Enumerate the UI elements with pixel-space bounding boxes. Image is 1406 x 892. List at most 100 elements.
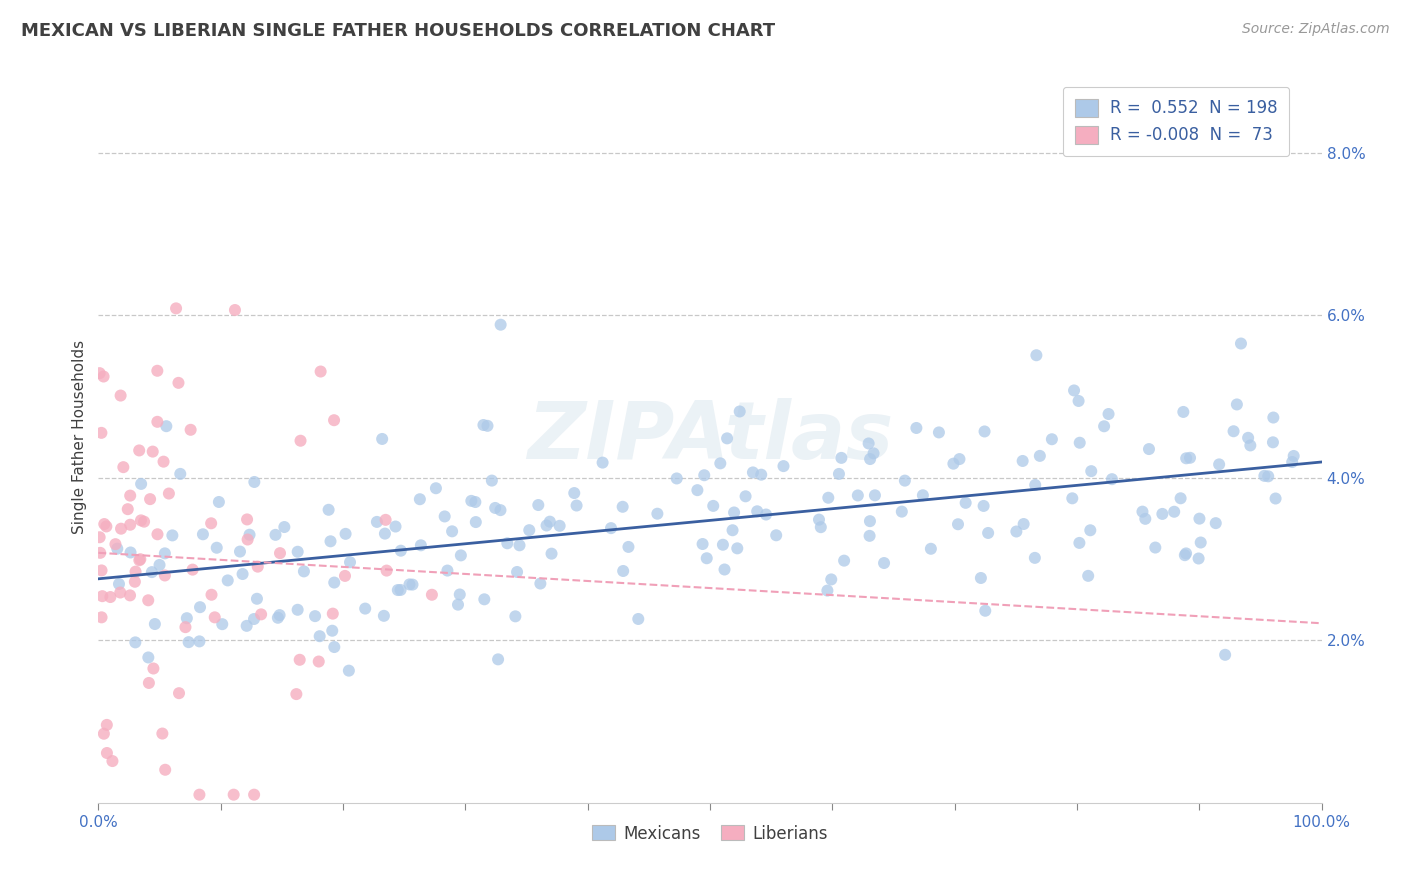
Point — [486, 652, 509, 666]
Point — [337, 664, 360, 678]
Point — [1077, 569, 1099, 583]
Point — [859, 514, 882, 528]
Point — [820, 573, 842, 587]
Point — [169, 467, 191, 481]
Point — [920, 541, 942, 556]
Point — [859, 452, 882, 467]
Point — [1205, 516, 1227, 530]
Point — [481, 474, 503, 488]
Point — [1092, 419, 1115, 434]
Point — [464, 495, 486, 509]
Point — [200, 516, 222, 531]
Point — [143, 617, 166, 632]
Point — [807, 513, 830, 527]
Point — [711, 538, 734, 552]
Point — [1132, 505, 1154, 519]
Point — [1226, 397, 1249, 411]
Point — [928, 425, 950, 440]
Legend: Mexicans, Liberians: Mexicans, Liberians — [585, 818, 835, 849]
Point — [167, 376, 190, 390]
Point — [323, 575, 346, 590]
Point — [120, 517, 142, 532]
Point — [290, 434, 312, 448]
Point — [89, 530, 111, 544]
Point — [617, 540, 640, 554]
Point — [167, 686, 190, 700]
Point — [612, 564, 634, 578]
Point — [110, 522, 132, 536]
Point — [177, 635, 200, 649]
Point — [157, 486, 180, 500]
Point — [176, 611, 198, 625]
Point — [308, 655, 330, 669]
Point — [1152, 507, 1174, 521]
Point — [858, 529, 880, 543]
Point — [373, 608, 395, 623]
Point — [1163, 505, 1185, 519]
Point — [243, 788, 266, 802]
Point — [477, 418, 499, 433]
Point — [450, 549, 472, 563]
Point — [716, 431, 738, 445]
Point — [98, 590, 121, 604]
Point — [128, 553, 150, 567]
Point — [142, 444, 165, 458]
Text: ZIPAtlas: ZIPAtlas — [527, 398, 893, 476]
Point — [191, 527, 214, 541]
Point — [460, 494, 482, 508]
Point — [592, 456, 614, 470]
Point — [1208, 458, 1230, 472]
Point — [863, 488, 886, 502]
Point — [955, 496, 977, 510]
Point — [146, 415, 169, 429]
Y-axis label: Single Father Households: Single Father Households — [72, 340, 87, 534]
Point — [93, 369, 115, 384]
Point — [1063, 384, 1085, 398]
Point — [243, 612, 266, 626]
Point — [765, 528, 787, 542]
Point — [409, 538, 432, 552]
Point — [686, 483, 709, 497]
Point — [696, 551, 718, 566]
Point — [742, 466, 765, 480]
Point — [1144, 541, 1167, 555]
Point — [354, 601, 377, 615]
Point — [464, 515, 486, 529]
Point — [285, 687, 308, 701]
Point — [371, 432, 394, 446]
Point — [124, 635, 146, 649]
Point — [319, 534, 342, 549]
Point — [322, 607, 344, 621]
Point — [728, 404, 751, 418]
Point — [1281, 455, 1303, 469]
Point — [942, 457, 965, 471]
Point — [374, 526, 396, 541]
Point — [890, 505, 912, 519]
Point — [496, 536, 519, 550]
Point — [323, 640, 346, 654]
Point — [1282, 449, 1305, 463]
Point — [108, 577, 131, 591]
Point — [527, 498, 550, 512]
Point — [489, 503, 512, 517]
Point — [150, 726, 173, 740]
Point — [832, 554, 855, 568]
Point — [1188, 511, 1211, 525]
Point — [894, 474, 917, 488]
Point — [1175, 451, 1198, 466]
Point — [538, 515, 561, 529]
Point — [238, 527, 260, 541]
Point — [146, 364, 169, 378]
Point — [548, 518, 571, 533]
Point — [817, 491, 839, 505]
Point — [755, 508, 778, 522]
Point — [1257, 469, 1279, 483]
Point — [665, 471, 688, 485]
Point — [339, 555, 361, 569]
Point — [110, 388, 132, 402]
Point — [188, 788, 211, 802]
Point — [1024, 550, 1046, 565]
Point — [129, 513, 152, 527]
Point — [1067, 394, 1090, 409]
Point — [830, 450, 852, 465]
